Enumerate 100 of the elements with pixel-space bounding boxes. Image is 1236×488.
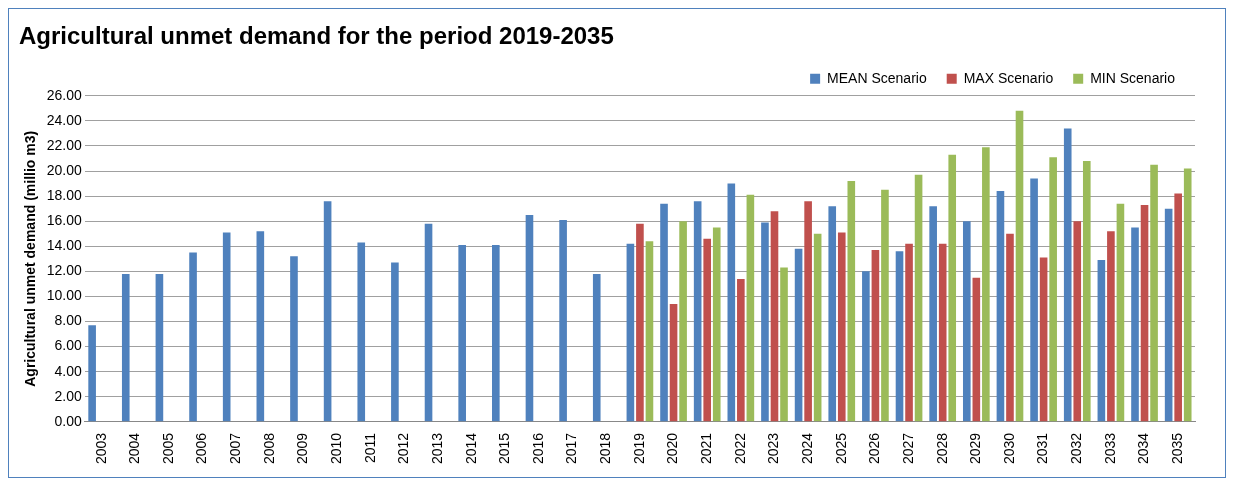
x-tick-label: 2005 — [159, 432, 176, 465]
x-tick-label: 2016 — [529, 432, 546, 465]
y-axis-title: Agricultural unmet demand (millio m3) — [22, 130, 39, 387]
bar — [938, 243, 947, 422]
bar — [1174, 193, 1182, 422]
x-tick-label: 2027 — [899, 432, 916, 465]
bar — [592, 273, 601, 422]
legend-label: MEAN Scenario — [827, 69, 927, 86]
y-tick-label: 4.00 — [54, 362, 83, 379]
bar — [828, 206, 837, 422]
bar — [982, 147, 990, 422]
bar — [914, 174, 923, 422]
x-tick-label: 2014 — [462, 432, 479, 465]
x-tick-label: 2024 — [798, 432, 815, 465]
bar — [660, 203, 668, 422]
bar — [357, 242, 366, 422]
bar — [847, 181, 856, 422]
bar — [88, 325, 96, 422]
y-tick-label: 26.00 — [46, 86, 83, 103]
bar — [679, 221, 687, 422]
bar — [525, 214, 534, 422]
bar — [1049, 157, 1057, 422]
y-tick-label: 8.00 — [54, 312, 83, 329]
x-tick-label: 2017 — [563, 432, 580, 465]
bar — [895, 251, 904, 422]
bar — [559, 219, 567, 422]
x-tick-label: 2022 — [731, 432, 748, 465]
y-tick-label: 6.00 — [54, 337, 83, 354]
bar — [1097, 260, 1106, 422]
bar — [636, 223, 644, 422]
bar — [155, 273, 164, 422]
legend-label: MAX Scenario — [963, 69, 1054, 86]
x-tick-label: 2029 — [967, 432, 984, 465]
bar — [881, 189, 889, 422]
bar — [391, 262, 399, 422]
legend-label: MIN Scenario — [1090, 69, 1176, 86]
bar — [1015, 110, 1024, 422]
bar — [780, 267, 788, 422]
bar — [813, 233, 822, 422]
bar — [727, 183, 736, 422]
y-tick-label: 2.00 — [54, 387, 83, 404]
bar — [996, 191, 1005, 422]
y-tick-label: 14.00 — [46, 237, 83, 254]
bar — [737, 278, 745, 422]
x-tick-label: 2026 — [866, 432, 883, 465]
chart-title: Agricultural unmet demand for the period 2019-2035 — [19, 22, 614, 50]
bar — [1082, 161, 1091, 422]
bar — [256, 231, 265, 422]
bar — [862, 271, 870, 422]
bar — [1183, 168, 1192, 422]
y-tick-label: 0.00 — [54, 412, 83, 429]
x-tick-label: 2015 — [496, 432, 513, 465]
bar — [189, 252, 197, 422]
bar — [1107, 231, 1115, 422]
bar — [121, 273, 130, 422]
bar — [1030, 178, 1038, 422]
x-tick-label: 2030 — [1000, 432, 1017, 465]
x-tick-label: 2013 — [428, 432, 445, 465]
bar — [323, 201, 332, 422]
y-tick-label: 12.00 — [46, 262, 83, 279]
bar — [972, 277, 981, 422]
x-tick-label: 2028 — [933, 432, 950, 465]
x-tick-label: 2033 — [1101, 432, 1118, 465]
bar — [1116, 203, 1125, 422]
x-tick-label: 2010 — [328, 432, 344, 465]
bar — [804, 201, 812, 422]
bar — [290, 256, 298, 422]
bar — [929, 206, 937, 422]
x-tick-label: 2032 — [1068, 432, 1085, 465]
x-tick-label: 2021 — [698, 432, 715, 465]
bar — [645, 241, 654, 422]
x-tick-label: 2006 — [193, 432, 210, 465]
bar — [222, 232, 231, 422]
bar — [1063, 128, 1072, 422]
y-tick-label: 24.00 — [46, 111, 83, 128]
x-tick-label: 2023 — [765, 432, 782, 465]
x-tick-label: 2035 — [1169, 432, 1186, 465]
bar — [703, 238, 712, 422]
bar — [905, 243, 913, 422]
x-tick-label: 2008 — [260, 432, 277, 465]
y-tick-label: 20.00 — [46, 161, 83, 178]
x-tick-label: 2031 — [1034, 432, 1051, 465]
bar — [794, 248, 803, 422]
bar — [492, 245, 500, 422]
y-tick-label: 16.00 — [46, 212, 83, 229]
bar — [962, 221, 971, 422]
y-tick-label: 18.00 — [46, 186, 83, 203]
bar — [746, 194, 755, 422]
bar — [770, 211, 779, 422]
bar — [1006, 233, 1014, 422]
x-tick-label: 2007 — [227, 432, 244, 465]
x-tick-label: 2019 — [630, 432, 647, 465]
bar — [693, 201, 702, 422]
x-tick-label: 2025 — [832, 432, 849, 465]
x-tick-label: 2003 — [92, 432, 109, 465]
bar — [1073, 221, 1082, 422]
bar — [626, 243, 635, 422]
bar — [1150, 164, 1158, 422]
x-tick-label: 2011 — [361, 432, 378, 463]
bar — [669, 303, 678, 422]
